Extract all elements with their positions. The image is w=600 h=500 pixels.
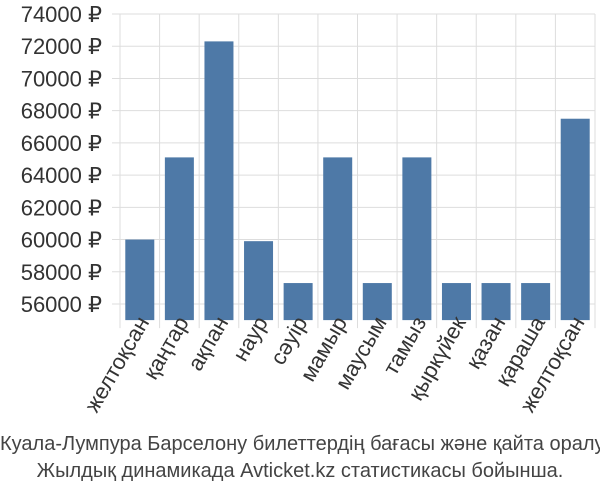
y-tick-label: 70000 ₽ — [21, 66, 102, 91]
bar-10 — [481, 283, 511, 321]
bar-3 — [204, 41, 234, 321]
y-tick-label: 62000 ₽ — [21, 195, 102, 220]
bar-11 — [521, 283, 551, 321]
bar-7 — [362, 283, 392, 321]
grid-lines — [112, 13, 596, 329]
y-tick-label: 66000 ₽ — [21, 131, 102, 156]
y-axis-tick-labels: 56000 ₽ 58000 ₽ 60000 ₽ 62000 ₽ 64000 ₽ 66000… — [21, 2, 102, 317]
y-tick-label: 74000 ₽ — [21, 2, 102, 27]
bar-2 — [164, 157, 194, 321]
x-tick-label: ақпан — [183, 312, 234, 375]
caption-line-1: Куала-Лумпура Барселону билеттердің баға… — [0, 433, 600, 455]
bar-8 — [402, 157, 432, 321]
bar-5 — [283, 283, 313, 321]
bar-9 — [441, 283, 471, 321]
y-tick-label: 60000 ₽ — [21, 228, 102, 253]
y-tick-label: 72000 ₽ — [21, 34, 102, 59]
y-tick-label: 58000 ₽ — [21, 260, 102, 285]
y-tick-label: 56000 ₽ — [21, 292, 102, 317]
bar-4 — [244, 241, 274, 321]
bar-12 — [560, 118, 590, 321]
bar-6 — [323, 157, 353, 321]
bars — [125, 41, 590, 321]
y-tick-label: 64000 ₽ — [21, 163, 102, 188]
bar-1 — [125, 239, 155, 321]
bar-chart: 56000 ₽ 58000 ₽ 60000 ₽ 62000 ₽ 64000 ₽ 66000… — [21, 2, 596, 416]
caption-line-2: Жылдық динамикада Avticket.kz статистика… — [36, 460, 564, 482]
x-axis-tick-labels: желтоқсанқаңтарақпаннаурсәуірмамырмаусым… — [79, 311, 589, 416]
y-tick-label: 68000 ₽ — [21, 99, 102, 124]
